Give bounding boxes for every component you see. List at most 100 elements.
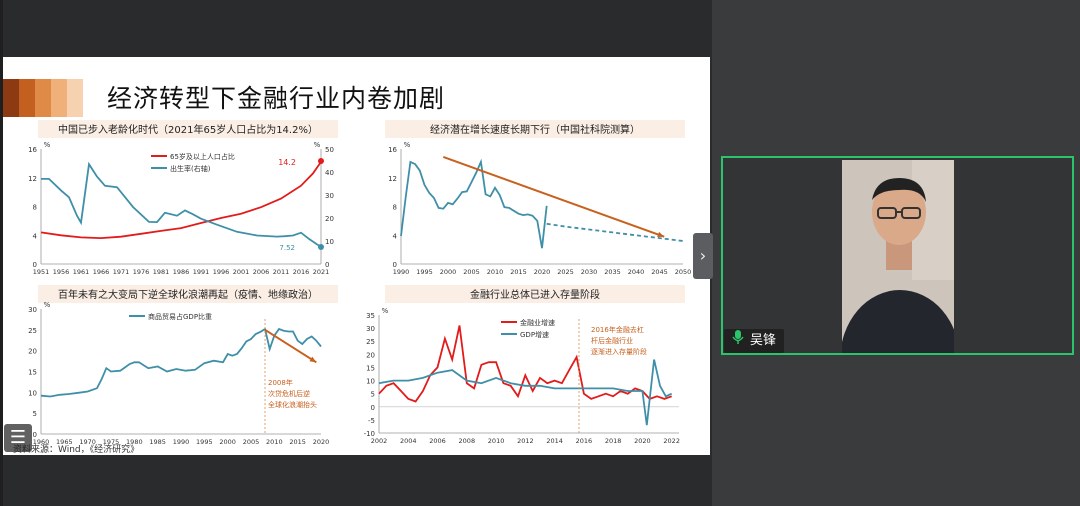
- series-line: [40, 327, 322, 398]
- x-tick-label: 2010: [266, 438, 283, 446]
- y-tick-label: 0: [393, 261, 397, 269]
- source-note: 资料来源：Wind，《经济研究》: [13, 445, 140, 455]
- annotation-line: 2016年金融去杠: [591, 325, 644, 334]
- x-tick-label: 2022: [663, 437, 680, 445]
- x-tick-label: 2016: [576, 437, 593, 445]
- annotation-line: 逐渐进入存量阶段: [591, 347, 647, 356]
- x-tick-label: 2010: [488, 437, 505, 445]
- y-tick-label: 5: [371, 391, 375, 399]
- x-tick-label: 1951: [33, 268, 50, 276]
- series-line: [546, 222, 684, 242]
- header-block: [35, 79, 51, 117]
- y-tick-label: 16: [388, 146, 397, 154]
- y-right-tick-label: 20: [325, 215, 334, 223]
- x-tick-label: 1990: [393, 268, 410, 276]
- x-tick-label: 2045: [651, 268, 668, 276]
- annotation-line: 次贷危机后逆: [268, 389, 310, 398]
- chart-title-band: [385, 285, 685, 303]
- series-line: [378, 325, 673, 403]
- trend-arrow-head: [309, 356, 317, 363]
- point-marker: [318, 158, 324, 164]
- y-right-tick-label: 30: [325, 192, 334, 200]
- y-tick-label: 12: [388, 175, 397, 183]
- y-tick-label: 8: [33, 204, 37, 212]
- annotation-line: 全球化浪潮抬头: [268, 400, 317, 409]
- x-tick-label: 1991: [193, 268, 210, 276]
- x-tick-label: 2025: [557, 268, 574, 276]
- x-tick-label: 2004: [400, 437, 417, 445]
- x-tick-label: 2006: [429, 437, 446, 445]
- legend-label: 商品贸易占GDP比重: [148, 312, 212, 321]
- y-tick-label: 20: [28, 348, 37, 356]
- series-line: [40, 161, 322, 240]
- x-tick-label: 1966: [93, 268, 110, 276]
- x-tick-label: 2012: [517, 437, 534, 445]
- x-tick-label: 2020: [534, 268, 551, 276]
- y-unit-label: %: [382, 307, 389, 315]
- point-marker: [318, 244, 324, 250]
- y-unit-label: %: [44, 141, 51, 149]
- y-tick-label: 20: [366, 351, 375, 359]
- y-tick-label: 8: [393, 204, 397, 212]
- y-tick-label: 10: [28, 389, 37, 397]
- annotation-line: 杆后金融行业: [591, 336, 633, 345]
- x-tick-label: 2018: [605, 437, 622, 445]
- chart-title-band: [38, 285, 338, 303]
- x-tick-label: 1985: [149, 438, 166, 446]
- y-tick-label: 35: [366, 312, 375, 320]
- x-tick-label: 2020: [634, 437, 651, 445]
- x-tick-label: 2014: [546, 437, 563, 445]
- y-right-tick-label: 10: [325, 238, 334, 246]
- series-line: [400, 158, 548, 249]
- y-tick-label: 15: [366, 364, 375, 372]
- x-tick-label: 1996: [213, 268, 230, 276]
- y-tick-label: 12: [28, 175, 37, 183]
- trend-arrow-line: [264, 328, 317, 364]
- y-tick-label: 30: [28, 306, 37, 314]
- mic-icon: [732, 329, 744, 354]
- x-tick-label: 2011: [273, 268, 290, 276]
- y-tick-label: 25: [366, 338, 375, 346]
- x-tick-label: 2050: [675, 268, 692, 276]
- x-tick-label: 2000: [440, 268, 457, 276]
- person-figure: [842, 160, 954, 353]
- x-tick-label: 1995: [416, 268, 433, 276]
- participant-name: 吴锋: [750, 333, 777, 348]
- y-tick-label: 4: [33, 232, 38, 240]
- legend-label: 出生率(右轴): [170, 164, 211, 173]
- annotation-line: 2008年: [268, 378, 293, 387]
- x-tick-label: 2015: [289, 438, 306, 446]
- chart-title: 经济潜在增长速度长期下行（中国社科院测算）: [430, 123, 640, 136]
- participant-name-tag: 吴锋: [724, 329, 785, 354]
- legend-label: 65岁及以上人口占比: [170, 152, 235, 161]
- menu-icon[interactable]: ☰: [4, 424, 32, 452]
- x-tick-label: 1976: [133, 268, 150, 276]
- x-tick-label: 2020: [313, 438, 330, 446]
- chart-title-band: [385, 120, 685, 138]
- y-tick-label: 0: [371, 404, 375, 412]
- header-color-blocks: [3, 79, 83, 117]
- x-tick-label: 1980: [126, 438, 143, 446]
- slide-title: 经济转型下金融行业内卷加剧: [107, 84, 446, 113]
- x-tick-label: 2002: [371, 437, 388, 445]
- y-tick-label: 15: [28, 369, 37, 377]
- legend-label: GDP增速: [520, 330, 549, 339]
- x-tick-label: 2008: [459, 437, 476, 445]
- chart-title: 中国已步入老龄化时代（2021年65岁人口占比为14.2%）: [58, 123, 318, 136]
- header-block: [51, 79, 67, 117]
- x-tick-label: 2005: [243, 438, 260, 446]
- x-tick-label: 2001: [233, 268, 250, 276]
- x-tick-label: 1960: [33, 438, 50, 446]
- x-tick-label: 1970: [79, 438, 96, 446]
- chart-title: 百年未有之大变局下逆全球化浪潮再起（疫情、地缘政治）: [58, 288, 318, 301]
- y-tick-label: -10: [364, 430, 375, 438]
- y-right-tick-label: 50: [325, 146, 334, 154]
- collapse-panel-button[interactable]: ›: [693, 233, 713, 279]
- annotation-14-2: 14.2: [278, 158, 296, 167]
- x-tick-label: 2016: [293, 268, 310, 276]
- series-line: [41, 161, 322, 248]
- y-tick-label: 10: [366, 378, 375, 386]
- left-edge: [0, 0, 3, 506]
- y-right-unit-label: %: [314, 141, 321, 149]
